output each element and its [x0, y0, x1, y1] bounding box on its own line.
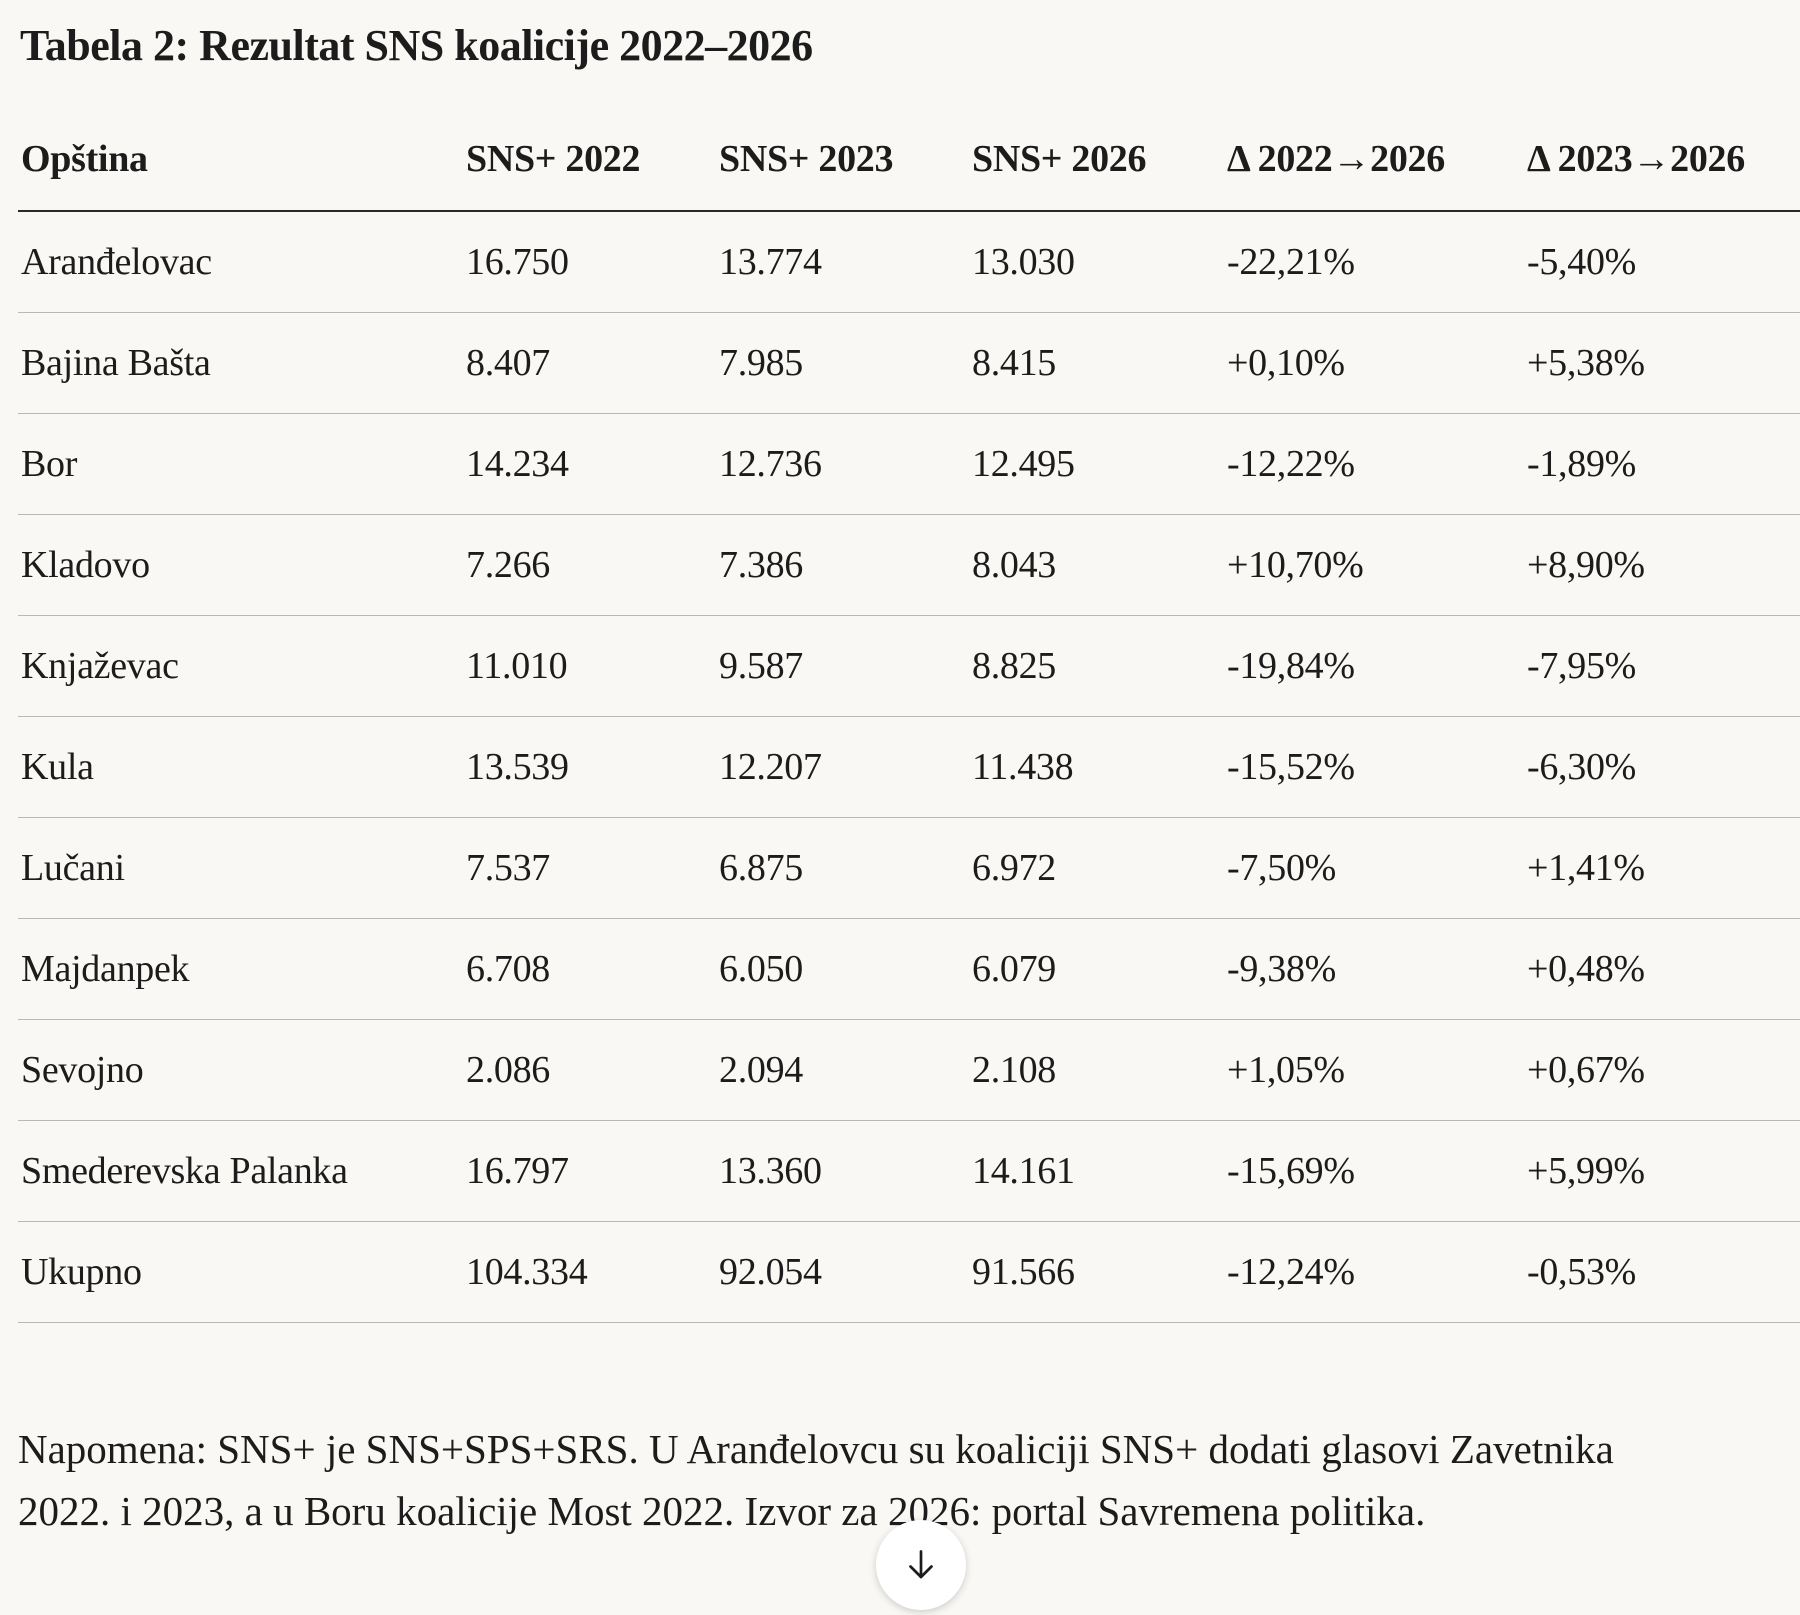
- cell-opstina: Lučani: [18, 817, 463, 919]
- cell-sns-2023: 6.050: [716, 918, 969, 1020]
- cell-sns-2026: 91.566: [969, 1221, 1224, 1323]
- table-row: Majdanpek 6.708 6.050 6.079 -9,38% +0,48%: [18, 918, 1800, 1020]
- cell-sns-2023: 6.875: [716, 817, 969, 919]
- cell-delta-2022-2026: -12,22%: [1224, 413, 1524, 515]
- cell-sns-2026: 13.030: [969, 211, 1224, 313]
- table-title: Tabela 2: Rezultat SNS koalicije 2022–20…: [20, 21, 813, 70]
- cell-opstina: Bajina Bašta: [18, 312, 463, 414]
- cell-sns-2022: 16.750: [463, 211, 716, 313]
- table-row: Kula 13.539 12.207 11.438 -15,52% -6,30%: [18, 716, 1800, 818]
- cell-sns-2023: 12.736: [716, 413, 969, 515]
- cell-sns-2022: 16.797: [463, 1120, 716, 1222]
- cell-sns-2022: 2.086: [463, 1019, 716, 1121]
- table-header-row: Opština SNS+ 2022 SNS+ 2023 SNS+ 2026 Δ …: [18, 108, 1800, 212]
- cell-sns-2026: 11.438: [969, 716, 1224, 818]
- cell-delta-2022-2026: +0,10%: [1224, 312, 1524, 414]
- cell-opstina: Knjaževac: [18, 615, 463, 717]
- cell-opstina: Kula: [18, 716, 463, 818]
- column-header-delta-2023-2026: Δ 2023→2026: [1524, 108, 1800, 212]
- cell-opstina: Ukupno: [18, 1221, 463, 1323]
- cell-sns-2022: 6.708: [463, 918, 716, 1020]
- cell-delta-2022-2026: -15,69%: [1224, 1120, 1524, 1222]
- cell-delta-2023-2026: -5,40%: [1524, 211, 1800, 313]
- cell-sns-2026: 8.825: [969, 615, 1224, 717]
- column-header-sns-2026: SNS+ 2026: [969, 108, 1224, 212]
- table-row: Aranđelovac 16.750 13.774 13.030 -22,21% -5,4…: [18, 211, 1800, 313]
- arrow-down-icon: [909, 1550, 933, 1579]
- table-body: Aranđelovac 16.750 13.774 13.030 -22,21% -5,4…: [18, 211, 1800, 1323]
- cell-delta-2022-2026: -22,21%: [1224, 211, 1524, 313]
- table-row: Bor 14.234 12.736 12.495 -12,22% -1,89%: [18, 413, 1800, 515]
- table-row: Smederevska Palanka 16.797 13.360 14.161 -15…: [18, 1120, 1800, 1222]
- cell-sns-2022: 13.539: [463, 716, 716, 818]
- cell-opstina: Bor: [18, 413, 463, 515]
- cell-sns-2023: 7.386: [716, 514, 969, 616]
- results-table: Opština SNS+ 2022 SNS+ 2023 SNS+ 2026 Δ …: [18, 108, 1800, 1323]
- cell-sns-2023: 13.774: [716, 211, 969, 313]
- cell-sns-2023: 9.587: [716, 615, 969, 717]
- cell-sns-2022: 7.266: [463, 514, 716, 616]
- cell-opstina: Smederevska Palanka: [18, 1120, 463, 1222]
- cell-opstina: Majdanpek: [18, 918, 463, 1020]
- cell-delta-2023-2026: -1,89%: [1524, 413, 1800, 515]
- cell-delta-2022-2026: -12,24%: [1224, 1221, 1524, 1323]
- cell-delta-2022-2026: -15,52%: [1224, 716, 1524, 818]
- cell-delta-2022-2026: -7,50%: [1224, 817, 1524, 919]
- column-header-delta-2022-2026: Δ 2022→2026: [1224, 108, 1524, 212]
- table-row: Kladovo 7.266 7.386 8.043 +10,70% +8,90%: [18, 514, 1800, 616]
- cell-sns-2023: 7.985: [716, 312, 969, 414]
- cell-delta-2022-2026: +1,05%: [1224, 1019, 1524, 1121]
- cell-sns-2023: 12.207: [716, 716, 969, 818]
- cell-sns-2026: 8.043: [969, 514, 1224, 616]
- cell-delta-2023-2026: -7,95%: [1524, 615, 1800, 717]
- cell-sns-2026: 6.079: [969, 918, 1224, 1020]
- cell-opstina: Sevojno: [18, 1019, 463, 1121]
- footnote: Napomena: SNS+ je SNS+SPS+SRS. U Aranđel…: [18, 1426, 1614, 1534]
- cell-delta-2022-2026: +10,70%: [1224, 514, 1524, 616]
- cell-sns-2023: 13.360: [716, 1120, 969, 1222]
- cell-sns-2023: 2.094: [716, 1019, 969, 1121]
- cell-sns-2022: 11.010: [463, 615, 716, 717]
- cell-sns-2026: 6.972: [969, 817, 1224, 919]
- cell-delta-2023-2026: -0,53%: [1524, 1221, 1800, 1323]
- cell-sns-2026: 14.161: [969, 1120, 1224, 1222]
- column-header-sns-2022: SNS+ 2022: [463, 108, 716, 212]
- cell-opstina: Kladovo: [18, 514, 463, 616]
- table-row: Sevojno 2.086 2.094 2.108 +1,05% +0,67%: [18, 1019, 1800, 1121]
- cell-sns-2026: 8.415: [969, 312, 1224, 414]
- cell-sns-2023: 92.054: [716, 1221, 969, 1323]
- cell-sns-2022: 104.334: [463, 1221, 716, 1323]
- cell-opstina: Aranđelovac: [18, 211, 463, 313]
- scroll-down-button[interactable]: [876, 1520, 966, 1610]
- cell-sns-2022: 14.234: [463, 413, 716, 515]
- cell-delta-2023-2026: +8,90%: [1524, 514, 1800, 616]
- cell-delta-2023-2026: +0,48%: [1524, 918, 1800, 1020]
- cell-delta-2023-2026: +0,67%: [1524, 1019, 1800, 1121]
- column-header-sns-2023: SNS+ 2023: [716, 108, 969, 212]
- table-row: Ukupno 104.334 92.054 91.566 -12,24% -0,53%: [18, 1221, 1800, 1323]
- column-header-opstina: Opština: [18, 108, 463, 212]
- cell-delta-2023-2026: +1,41%: [1524, 817, 1800, 919]
- cell-delta-2023-2026: -6,30%: [1524, 716, 1800, 818]
- cell-delta-2022-2026: -9,38%: [1224, 918, 1524, 1020]
- cell-delta-2023-2026: +5,99%: [1524, 1120, 1800, 1222]
- table-row: Lučani 7.537 6.875 6.972 -7,50% +1,41%: [18, 817, 1800, 919]
- cell-delta-2023-2026: +5,38%: [1524, 312, 1800, 414]
- table-row: Bajina Bašta 8.407 7.985 8.415 +0,10% +5,38%: [18, 312, 1800, 414]
- cell-sns-2022: 8.407: [463, 312, 716, 414]
- cell-sns-2026: 2.108: [969, 1019, 1224, 1121]
- cell-delta-2022-2026: -19,84%: [1224, 615, 1524, 717]
- cell-sns-2026: 12.495: [969, 413, 1224, 515]
- table-row: Knjaževac 11.010 9.587 8.825 -19,84% -7,95%: [18, 615, 1800, 717]
- cell-sns-2022: 7.537: [463, 817, 716, 919]
